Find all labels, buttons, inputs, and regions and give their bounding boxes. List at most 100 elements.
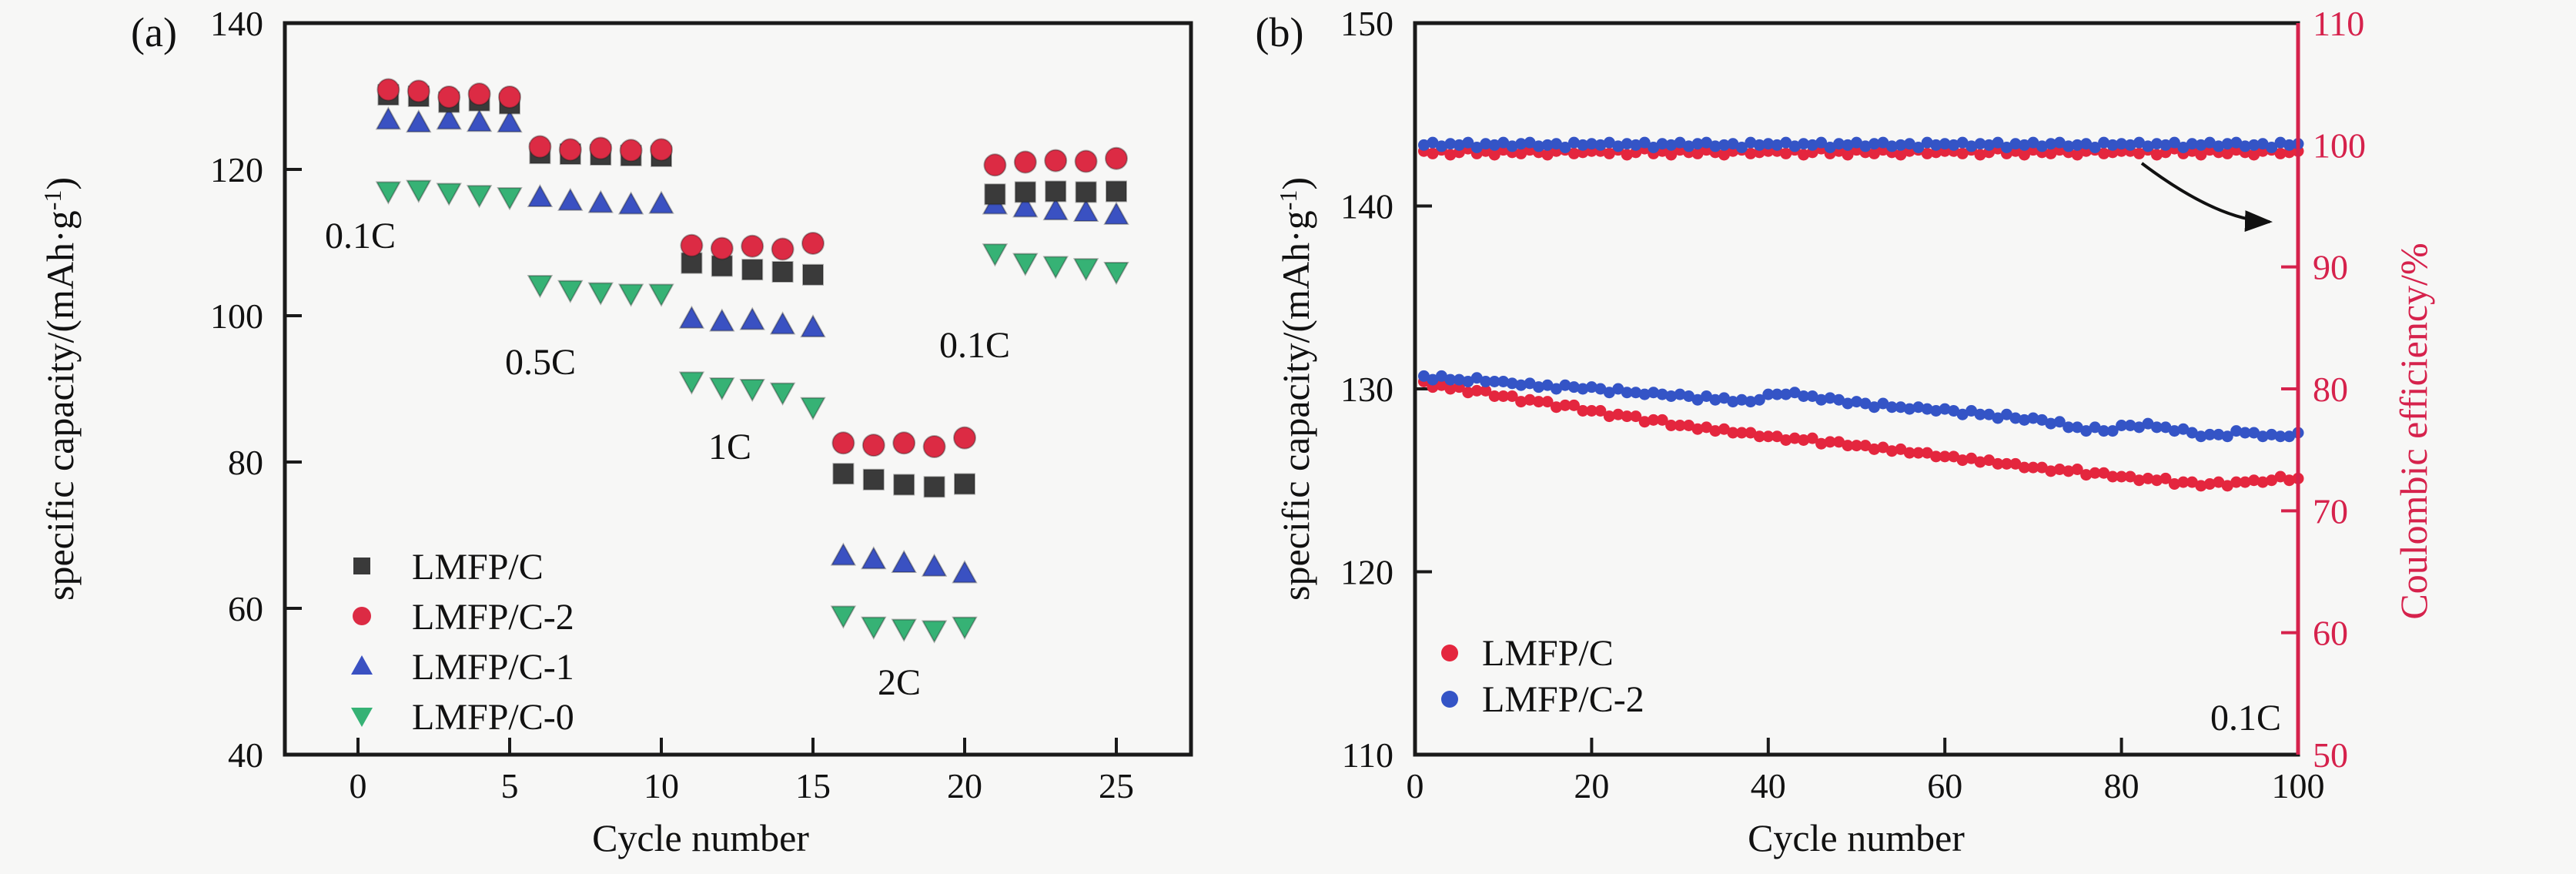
data-point-circle (1497, 136, 1510, 149)
data-point-circle (1683, 140, 1695, 152)
panel-b-data-points (1417, 136, 2304, 492)
panel-b-left-y-axis-title-main: specific capacity/(mAh·g (1274, 210, 1317, 601)
data-point-circle (1939, 403, 1951, 415)
data-point-triangle-up (375, 106, 402, 130)
data-point-circle (2195, 430, 2207, 443)
panel-a: (a) 0 5 10 15 20 25 40 60 80 100 120 140 specific c… (38, 4, 1193, 859)
data-point-circle (2000, 457, 2012, 470)
tick-label: 40 (1751, 766, 1786, 805)
data-point-circle (1930, 405, 1942, 417)
data-point-circle (2124, 139, 2136, 151)
data-point-circle (1577, 405, 1589, 417)
data-point-circle (1912, 401, 1925, 414)
data-point-circle (2045, 138, 2057, 150)
data-point-circle (861, 434, 885, 457)
tick-label: 140 (210, 4, 263, 43)
data-point-circle (1859, 440, 1872, 452)
data-point-circle (2106, 139, 2119, 151)
data-point-circle (2080, 425, 2093, 437)
data-point-circle (2089, 467, 2101, 479)
data-point-triangle-down (709, 377, 735, 401)
data-point-triangle-up (709, 308, 735, 332)
data-point-circle (1612, 140, 1624, 152)
data-point-circle (1470, 372, 1483, 384)
data-point-circle (1842, 139, 1854, 151)
data-point-triangle-down (921, 620, 948, 644)
data-point-triangle-down (982, 243, 1009, 267)
data-point-circle (953, 426, 976, 450)
tick-label: 40 (228, 735, 263, 775)
data-point-circle (1656, 414, 1668, 426)
data-point-circle (2116, 470, 2128, 483)
data-point-circle (1885, 445, 1898, 457)
data-point-circle (831, 431, 855, 455)
data-point-circle (1559, 399, 1571, 411)
data-point-circle (1665, 149, 1678, 161)
data-point-circle (1603, 410, 1615, 423)
data-point-triangle-down (406, 179, 432, 203)
data-point-circle (1903, 403, 1915, 415)
data-point-circle (1621, 138, 1633, 150)
data-point-circle (1691, 393, 1704, 406)
data-point-circle (2186, 476, 2198, 488)
data-point-circle (892, 431, 916, 455)
data-point-circle (1974, 149, 1986, 161)
data-point-circle (1974, 456, 1986, 468)
data-point-circle (1983, 408, 1996, 420)
data-point-circle (2274, 136, 2287, 149)
data-point-circle (1735, 393, 1748, 406)
data-point-circle (2036, 140, 2048, 152)
data-point-circle (1427, 147, 1439, 159)
data-point-circle (1903, 447, 1915, 459)
data-point-square (1045, 180, 1067, 203)
legend-marker-circle-lmfp-c (1441, 645, 1458, 661)
data-point-triangle-down (769, 382, 796, 406)
data-point-circle (1885, 140, 1898, 152)
data-point-circle (2213, 476, 2225, 488)
data-point-circle (2274, 147, 2287, 159)
data-point-triangle-down (527, 275, 554, 299)
data-point-circle (1824, 392, 1836, 404)
data-point-circle (2098, 147, 2110, 159)
data-point-triangle-down (466, 185, 493, 209)
data-point-circle (1621, 149, 1633, 161)
data-point-circle (2000, 408, 2012, 420)
data-point-triangle-up (861, 546, 887, 570)
data-point-circle (1541, 379, 1554, 391)
data-point-circle (1956, 454, 1969, 467)
rate-annotation-2c: 2C (878, 662, 921, 703)
data-point-circle (1921, 447, 1933, 459)
data-point-circle (1674, 136, 1686, 149)
data-point-circle (2045, 465, 2057, 477)
data-point-square (832, 463, 855, 485)
data-point-circle (1877, 397, 1889, 410)
data-point-circle (1974, 408, 1986, 420)
data-point-circle (1674, 420, 1686, 431)
data-point-circle (2098, 136, 2110, 149)
data-point-circle (2248, 149, 2260, 161)
data-point-circle (2071, 464, 2083, 475)
legend-marker-triangle-up-lmfp-c-1 (351, 655, 373, 675)
data-point-circle (376, 78, 400, 102)
panel-b-axes: 0 20 40 60 80 100 110 120 130 140 150 50 60 70 80 90 100… (1340, 4, 2366, 805)
data-point-triangle-up (436, 106, 462, 130)
data-point-circle (2142, 417, 2154, 430)
data-point-circle (1983, 454, 1996, 467)
data-point-circle (1577, 139, 1589, 151)
tick-label: 5 (501, 766, 519, 805)
data-point-circle (2071, 421, 2083, 434)
data-point-circle (1965, 405, 1978, 417)
data-point-circle (1727, 138, 1739, 150)
data-point-circle (2168, 136, 2180, 149)
data-point-square (1106, 180, 1127, 203)
data-point-circle (2009, 138, 2022, 150)
data-point-circle (1788, 140, 1801, 152)
data-point-circle (2089, 142, 2101, 153)
panel-a-legend: LMFP/C LMFP/C-2 LMFP/C-1 LMFP/C-0 (351, 547, 574, 738)
data-point-circle (1480, 376, 1492, 387)
data-point-circle (1480, 384, 1492, 397)
data-point-circle (1868, 443, 1880, 455)
data-point-circle (1868, 147, 1880, 159)
data-point-circle (1753, 393, 1765, 406)
